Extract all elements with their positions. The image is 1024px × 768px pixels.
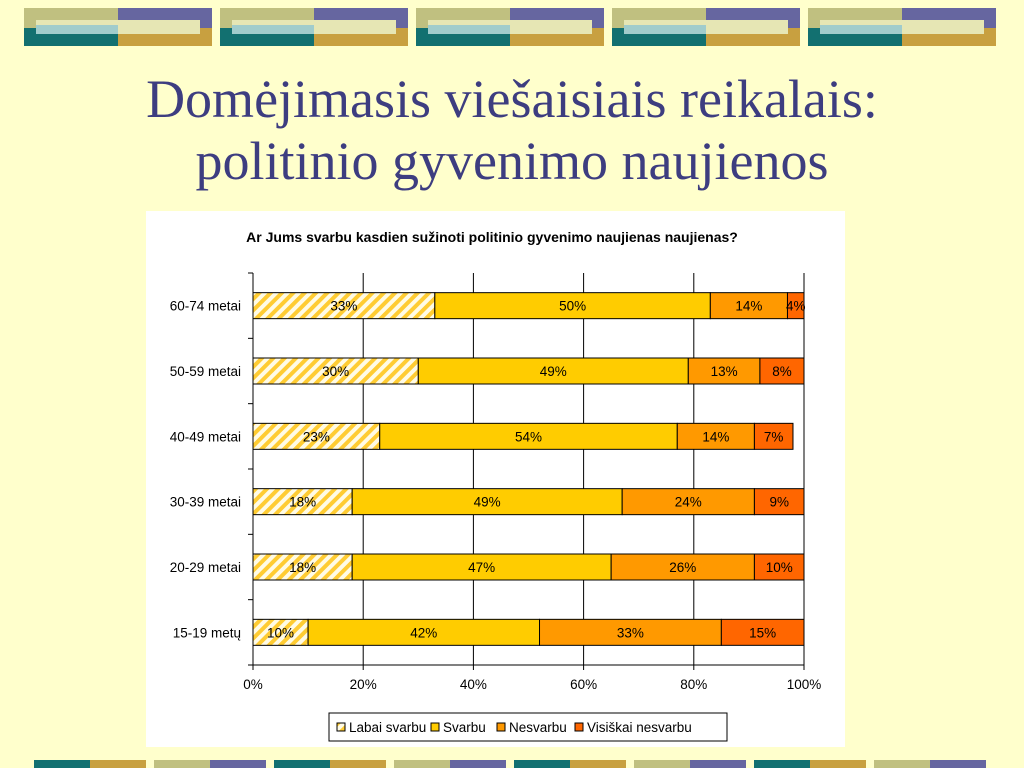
bar-segment [252, 422, 381, 450]
bar-segment [351, 553, 612, 581]
category-label: 15-19 metų [173, 625, 241, 640]
bar-segment [252, 357, 419, 385]
bar-segment [753, 488, 805, 516]
bottom-decoration [34, 760, 986, 768]
slide-title: Domėjimasis viešaisiais reikalais: polit… [0, 68, 1024, 192]
bar-segment [753, 553, 805, 581]
bar-segment [676, 422, 755, 450]
x-tick-label: 20% [350, 677, 377, 692]
data-label: 14% [702, 429, 729, 444]
bar-segment [417, 357, 689, 385]
legend-swatch [496, 722, 506, 732]
category-label: 20-29 metai [170, 560, 241, 575]
x-tick-label: 60% [570, 677, 597, 692]
bar-segment [252, 618, 309, 646]
bar-segment [786, 292, 805, 320]
bar-segment [709, 292, 788, 320]
data-label: 50% [559, 299, 586, 314]
legend-swatch [430, 722, 440, 732]
data-label: 33% [330, 299, 357, 314]
legend-swatch [574, 722, 584, 732]
data-label: 15% [749, 625, 776, 640]
bar-segment [252, 553, 353, 581]
data-label: 30% [322, 364, 349, 379]
x-tick-label: 80% [680, 677, 707, 692]
data-label: 42% [410, 625, 437, 640]
slide-title-line-1: Domėjimasis viešaisiais reikalais: [146, 69, 878, 129]
bar-segment [753, 422, 794, 450]
data-label: 8% [772, 364, 792, 379]
bar-segment [351, 488, 623, 516]
category-label: 60-74 metai [170, 299, 241, 314]
data-label: 13% [711, 364, 738, 379]
chart-panel: Ar Jums svarbu kasdien sužinoti politini… [146, 211, 845, 747]
data-label: 18% [289, 495, 316, 510]
bar-segment [252, 292, 436, 320]
bar-segment [621, 488, 755, 516]
data-label: 10% [766, 560, 793, 575]
data-label: 49% [540, 364, 567, 379]
data-label: 54% [515, 429, 542, 444]
slide-title-line-2: politinio gyvenimo naujienos [195, 131, 829, 191]
data-label: 47% [468, 560, 495, 575]
data-label: 4% [786, 299, 806, 314]
x-tick-label: 40% [460, 677, 487, 692]
data-label: 7% [764, 429, 784, 444]
legend-label: Svarbu [443, 720, 486, 735]
data-label: 33% [617, 625, 644, 640]
data-label: 26% [669, 560, 696, 575]
legend-box [328, 712, 728, 742]
legend-label: Labai svarbu [349, 720, 426, 735]
legend-label: Nesvarbu [509, 720, 567, 735]
legend-label: Visiškai nesvarbu [587, 720, 692, 735]
data-label: 10% [267, 625, 294, 640]
bar-segment [434, 292, 711, 320]
data-label: 24% [675, 495, 702, 510]
stacked-bar-chart: Ar Jums svarbu kasdien sužinoti politini… [170, 229, 822, 742]
chart-title: Ar Jums svarbu kasdien sužinoti politini… [246, 229, 738, 245]
data-label: 18% [289, 560, 316, 575]
bar-segment [759, 357, 805, 385]
x-tick-label: 0% [243, 677, 263, 692]
category-label: 50-59 metai [170, 364, 241, 379]
bar-segment [379, 422, 678, 450]
chart-legend: Labai svarbu Svarbu Nesvarbu Visiškai nesva… [328, 712, 728, 742]
data-label: 9% [769, 495, 789, 510]
legend-swatch [336, 722, 346, 732]
data-label: 23% [303, 429, 330, 444]
x-tick-label: 100% [787, 677, 822, 692]
category-label: 40-49 metai [170, 429, 241, 444]
top-decoration [24, 8, 996, 46]
data-label: 14% [735, 299, 762, 314]
data-label: 49% [474, 495, 501, 510]
category-label: 30-39 metai [170, 495, 241, 510]
bar-segment [720, 618, 805, 646]
